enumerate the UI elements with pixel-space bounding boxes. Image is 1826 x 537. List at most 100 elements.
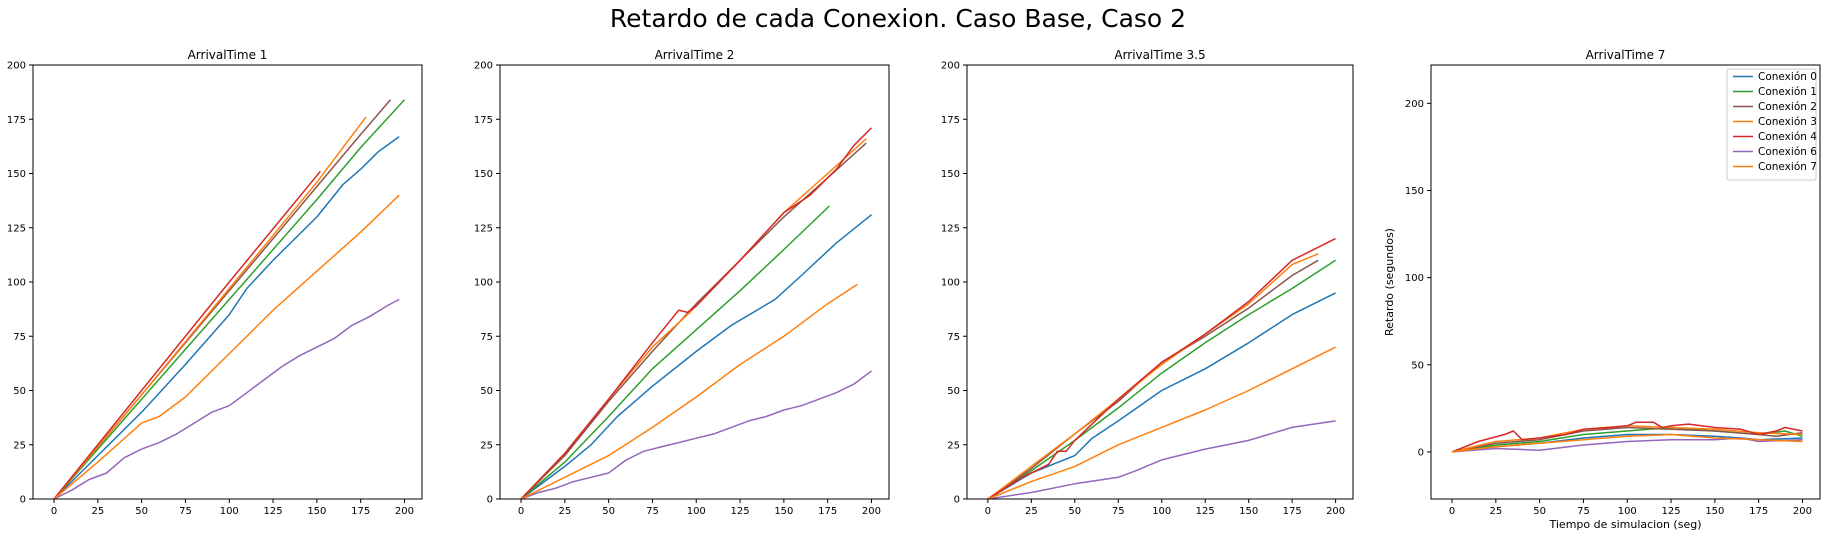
plot-frame [966,64,1354,500]
series-line-6 [1451,433,1803,453]
x-tick-label: 50 [1068,506,1081,517]
series-line-2 [1451,426,1803,453]
x-tick-label: 75 [1577,506,1590,517]
x-tick-label: 75 [179,506,192,517]
series-line-6 [987,346,1336,500]
legend-label: Conexión 0 [1758,71,1817,83]
y-tick-label: 175 [941,115,960,126]
y-tick-label: 100 [7,278,26,289]
x-tick-label: 200 [1326,506,1345,517]
x-tick-label: 175 [818,506,837,517]
plot-frame [499,64,890,500]
x-tick-label: 200 [1793,506,1812,517]
y-tick-label: 150 [474,169,493,180]
x-tick-label: 125 [1196,506,1215,517]
x-tick-label: 200 [862,506,881,517]
y-tick-label: 200 [941,61,960,72]
y-tick-label: 25 [947,440,960,451]
x-tick-label: 125 [264,506,283,517]
y-tick-label: 100 [941,278,960,289]
series-line-4 [987,237,1336,500]
x-tick-label: 25 [91,506,104,517]
y-tick-label: 175 [474,115,493,126]
x-tick-label: 100 [220,506,239,517]
series-line-0 [53,135,400,500]
x-tick-label: 175 [1749,506,1768,517]
series-line-6 [53,194,400,500]
x-tick-label: 50 [1533,506,1546,517]
x-tick-label: 0 [51,506,57,517]
legend: Conexión 0 Conexión 1 Conexión 2 Conexión 3… [1726,68,1817,181]
y-tick-label: 200 [7,61,26,72]
x-tick-label: 0 [1449,506,1455,517]
legend-label: Conexión 4 [1758,131,1817,143]
legend-label: Conexión 7 [1758,161,1817,173]
y-tick-label: 200 [1405,99,1424,110]
x-tick-label: 100 [1152,506,1171,517]
y-tick-label: 75 [13,332,26,343]
series-line-3 [53,116,367,500]
x-tick-label: 125 [1662,506,1681,517]
legend-label: Conexión 1 [1758,86,1817,98]
x-tick-label: 100 [687,506,706,517]
series-line-5 [520,370,872,500]
y-tick-label: 150 [7,169,26,180]
y-tick-label: 175 [7,115,26,126]
y-tick-label: 75 [947,332,960,343]
y-tick-label: 100 [1405,273,1424,284]
chart-panel-3: ArrivalTime 3.5 0 25 50 75 100 125 150 175 200 0 25… [941,48,1354,517]
chart-panel-1: ArrivalTime 1 0 25 50 75 100 125 150 175 200 0 25 50… [7,48,423,517]
legend-label: Conexión 3 [1758,116,1817,128]
series-line-1 [520,205,830,500]
panel-title: ArrivalTime 3.5 [1114,48,1205,62]
panels: ArrivalTime 1 0 25 50 75 100 125 150 175 200 0 25 50… [7,48,1821,531]
x-tick-label: 150 [307,506,326,517]
x-tick-label: 0 [985,506,991,517]
x-tick-label: 175 [1283,506,1302,517]
x-tick-label: 175 [351,506,370,517]
y-tick-label: 150 [1405,186,1424,197]
x-tick-label: 50 [602,506,615,517]
y-tick-label: 125 [474,223,493,234]
x-tick-label: 150 [1239,506,1258,517]
panel-title: ArrivalTime 7 [1586,48,1666,62]
plot-frame [1430,64,1821,500]
y-tick-label: 50 [13,386,26,397]
x-tick-label: 200 [395,506,414,517]
y-tick-label: 0 [1418,447,1424,458]
y-tick-label: 25 [13,440,26,451]
y-tick-label: 150 [941,169,960,180]
y-tick-label: 50 [947,386,960,397]
series-line-5 [53,298,400,500]
figure-title: Retardo de cada Conexion. Caso Base, Cas… [610,4,1186,33]
series-line-4 [53,170,321,500]
y-tick-label: 75 [480,332,493,343]
y-tick-label: 200 [474,61,493,72]
series-line-0 [987,292,1336,500]
x-tick-label: 150 [1705,506,1724,517]
series-line-3 [987,253,1319,500]
series-line-1 [987,259,1337,500]
series-line-0 [520,214,872,500]
y-axis-label: Retardo (segundos) [1383,228,1396,336]
y-tick-label: 0 [487,495,493,506]
chart-panel-4: ArrivalTime 7 0 25 50 75 100 125 150 175 200 0 50 10… [1383,48,1821,531]
x-tick-label: 75 [646,506,659,517]
y-tick-label: 25 [480,440,493,451]
x-axis-label: Tiempo de simulacion (seg) [1548,518,1701,531]
series-line-5 [987,420,1336,500]
series-line-1 [53,99,406,500]
legend-label: Conexión 6 [1758,146,1817,158]
y-tick-label: 100 [474,278,493,289]
x-tick-label: 125 [731,506,750,517]
chart-panel-2: ArrivalTime 2 0 25 50 75 100 125 150 175 200 0 25 50… [474,48,890,517]
x-tick-label: 25 [558,506,571,517]
panel-title: ArrivalTime 1 [188,48,268,62]
y-tick-label: 0 [20,495,26,506]
x-tick-label: 50 [135,506,148,517]
x-tick-label: 75 [1112,506,1125,517]
x-tick-label: 25 [1025,506,1038,517]
x-tick-label: 0 [518,506,524,517]
series-line-4 [520,127,873,500]
